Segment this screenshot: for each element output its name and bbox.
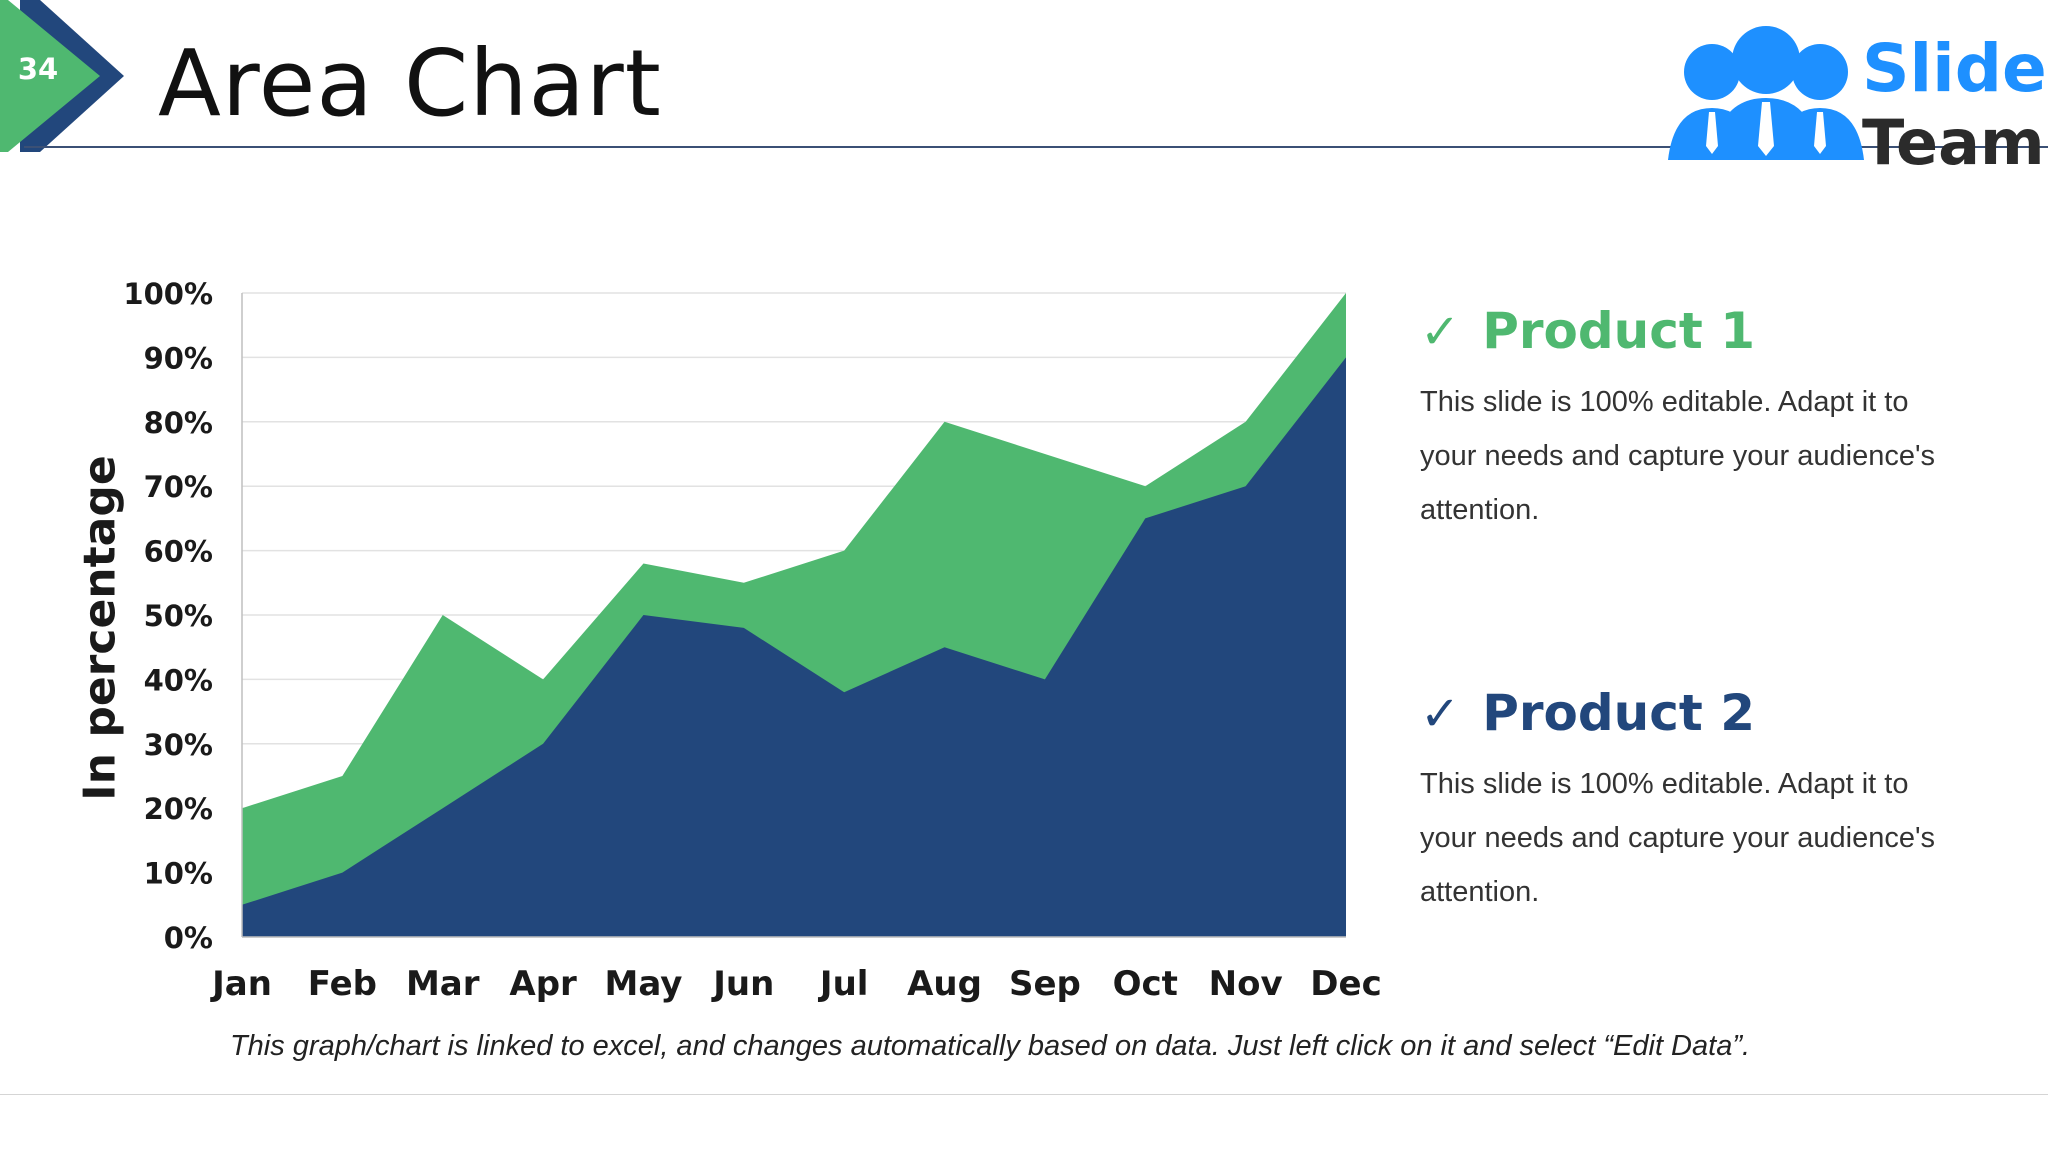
y-tick-label: 20%	[144, 792, 213, 826]
legend-product-2: ✓ Product 2	[1420, 684, 1755, 742]
check-icon: ✓	[1420, 304, 1461, 360]
x-tick-label: Jul	[818, 964, 869, 1004]
y-tick-label: 60%	[144, 535, 213, 569]
y-axis-label: In percentage	[74, 455, 126, 801]
x-tick-label: Mar	[406, 964, 480, 1004]
y-tick-label: 90%	[144, 341, 213, 375]
footnote: This graph/chart is linked to excel, and…	[229, 1030, 1751, 1062]
legend-product-1-name: Product 1	[1482, 302, 1755, 360]
y-tick-label: 0%	[164, 921, 213, 955]
x-tick-label: May	[605, 964, 683, 1004]
page-title: Area Chart	[158, 30, 662, 137]
check-icon: ✓	[1420, 686, 1461, 742]
x-tick-label: Dec	[1310, 964, 1381, 1004]
slide-number: 34	[17, 52, 59, 86]
x-tick-label: Sep	[1009, 964, 1081, 1004]
legend-product-2-name: Product 2	[1482, 684, 1755, 742]
title-divider	[24, 146, 2048, 148]
x-tick-label: Jun	[711, 964, 774, 1004]
slide-number-tab	[0, 0, 124, 152]
y-tick-label: 80%	[144, 406, 213, 440]
chart-axes	[241, 293, 1346, 938]
logo-text-slide: Slide	[1862, 30, 2047, 107]
chart-areas	[242, 293, 1346, 937]
team-people-icon	[1668, 26, 1864, 160]
area-series-product-2	[242, 357, 1346, 937]
y-tick-label: 70%	[144, 470, 213, 504]
x-tick-label: Oct	[1113, 964, 1178, 1004]
x-tick-labels: Jan Feb Mar Apr May Jun Jul Aug Sep Oct Nov Dec	[210, 964, 1382, 1004]
bottom-divider	[0, 1094, 2048, 1095]
legend-product-2-description: This slide is 100% editable. Adapt it to…	[1420, 768, 1935, 908]
x-tick-label: Aug	[907, 964, 982, 1004]
y-tick-label: 100%	[123, 277, 213, 311]
legend-product-1-description: This slide is 100% editable. Adapt it to…	[1420, 386, 1935, 526]
x-tick-label: Feb	[308, 964, 377, 1004]
y-tick-label: 10%	[144, 857, 213, 891]
x-tick-label: Nov	[1209, 964, 1283, 1004]
x-tick-label: Apr	[509, 964, 577, 1004]
y-tick-labels: 0% 10% 20% 30% 40% 50% 60% 70% 80% 90% 100%	[123, 277, 213, 955]
y-tick-label: 50%	[144, 599, 213, 633]
logo-text-team: Team	[1862, 106, 2045, 179]
y-tick-label: 30%	[144, 728, 213, 762]
legend-product-1: ✓ Product 1	[1420, 302, 1755, 360]
x-tick-label: Jan	[210, 964, 272, 1004]
y-tick-label: 40%	[144, 663, 213, 697]
